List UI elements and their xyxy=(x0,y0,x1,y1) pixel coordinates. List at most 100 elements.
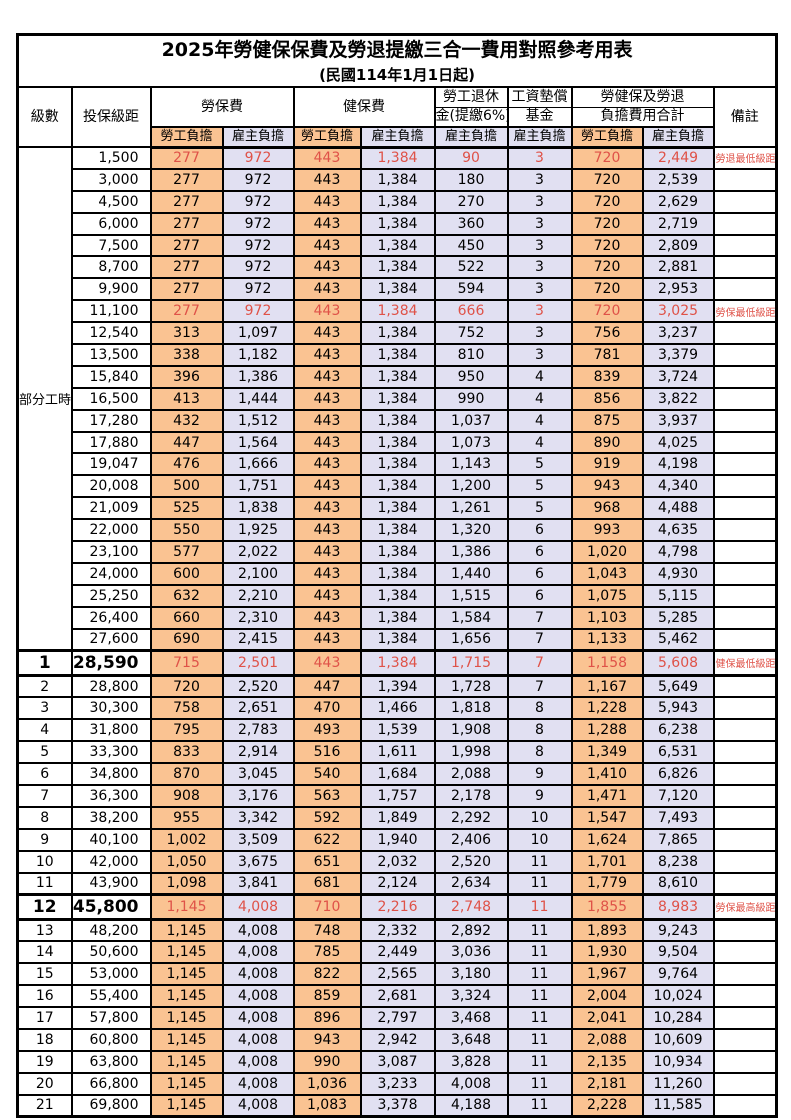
cell-value: 1,384 xyxy=(359,233,436,258)
cell-value: 1,384 xyxy=(359,321,436,346)
cell-value: 592 xyxy=(292,805,362,830)
cell-value: 972 xyxy=(221,255,295,280)
cell-value: 1,855 xyxy=(570,892,644,921)
cell-value: 1,145 xyxy=(149,984,224,1008)
cell-note xyxy=(712,871,778,896)
cell-value: 5 xyxy=(506,452,573,477)
cell-value: 3,468 xyxy=(433,1005,509,1030)
cell-value: 277 xyxy=(149,146,224,170)
cell-level: 8 xyxy=(16,805,73,830)
cell-value: 781 xyxy=(570,343,644,367)
cell-bracket: 45,800 xyxy=(70,892,152,921)
cell-value: 6,238 xyxy=(641,718,715,743)
cell-value: 1,384 xyxy=(359,605,436,630)
cell-value: 11 xyxy=(506,984,573,1008)
cell-value: 1,547 xyxy=(570,805,644,830)
cell-note xyxy=(712,167,778,192)
cell-bracket: 57,800 xyxy=(70,1005,152,1030)
col-header-total-line1: 勞健保及勞退 xyxy=(570,86,715,108)
cell-bracket: 66,800 xyxy=(70,1071,152,1096)
cell-value: 4 xyxy=(506,386,573,411)
cell-bracket: 26,400 xyxy=(70,605,152,630)
cell-value: 1,386 xyxy=(221,364,295,389)
cell-bracket: 21,009 xyxy=(70,496,152,521)
table-row: 5 33,300 833 2,914 516 1,611 1,998 8 1,349 6,531 xyxy=(16,740,778,765)
cell-note xyxy=(712,962,778,987)
cell-value: 2,681 xyxy=(359,984,436,1008)
cell-value: 1,145 xyxy=(149,940,224,965)
cell-bracket: 9,900 xyxy=(70,277,152,302)
cell-level: 18 xyxy=(16,1027,73,1052)
cell-bracket: 43,900 xyxy=(70,871,152,896)
table-row: 25,250 632 2,210 443 1,384 1,515 6 1,075 5,115 xyxy=(18,583,778,608)
cell-level: 11 xyxy=(16,871,73,896)
cell-value: 2,332 xyxy=(359,918,436,943)
cell-value: 1,930 xyxy=(570,940,644,965)
table-row: 9,900 277 972 443 1,384 594 3 720 2,953 xyxy=(18,277,778,302)
cell-value: 1,097 xyxy=(221,321,295,346)
cell-value: 11 xyxy=(506,962,573,987)
cell-value: 1,384 xyxy=(359,167,436,192)
header-row-3: 勞工負擔 雇主負擔 勞工負擔 雇主負擔 雇主負擔 雇主負擔 勞工負擔 雇主負擔 xyxy=(18,126,777,149)
cell-value: 748 xyxy=(292,918,362,943)
cell-bracket: 53,000 xyxy=(70,962,152,987)
cell-value: 1,083 xyxy=(292,1093,362,1118)
table-row: 17,880 447 1,564 443 1,384 1,073 4 890 4,025 xyxy=(18,430,778,455)
col-header-bracket: 投保級距 xyxy=(70,86,152,148)
cell-value: 2,004 xyxy=(570,984,644,1008)
cell-value: 1,167 xyxy=(570,674,644,699)
cell-note xyxy=(712,674,778,699)
cell-value: 2,100 xyxy=(221,561,295,586)
cell-value: 1,384 xyxy=(359,583,436,608)
cell-value: 6,531 xyxy=(641,740,715,765)
cell-value: 2,748 xyxy=(433,892,509,921)
cell-bracket: 55,400 xyxy=(70,984,152,1008)
cell-value: 1,967 xyxy=(570,962,644,987)
cell-bracket: 28,800 xyxy=(70,674,152,699)
cell-bracket: 4,500 xyxy=(70,189,152,214)
cell-bracket: 25,250 xyxy=(70,583,152,608)
table-row: 27,600 690 2,415 443 1,384 1,656 7 1,133 5,462 xyxy=(18,627,778,652)
cell-value: 1,158 xyxy=(570,648,644,677)
cell-level: 20 xyxy=(16,1071,73,1096)
cell-level: 21 xyxy=(16,1093,73,1118)
cell-value: 447 xyxy=(149,430,224,455)
cell-value: 9,764 xyxy=(641,962,715,987)
cell-value: 338 xyxy=(149,343,224,367)
cell-value: 2,942 xyxy=(359,1027,436,1052)
cell-value: 5,943 xyxy=(641,696,715,721)
cell-value: 1,384 xyxy=(359,386,436,411)
table-row: 21,009 525 1,838 443 1,384 1,261 5 968 4,488 xyxy=(18,496,778,521)
cell-value: 2,088 xyxy=(570,1027,644,1052)
cell-value: 1,539 xyxy=(359,718,436,743)
cell-value: 277 xyxy=(149,277,224,302)
cell-bracket: 38,200 xyxy=(70,805,152,830)
cell-value: 90 xyxy=(433,146,509,170)
cell-value: 7,493 xyxy=(641,805,715,830)
cell-value: 277 xyxy=(149,255,224,280)
cell-value: 3,025 xyxy=(641,299,715,324)
cell-level: 1 xyxy=(16,648,73,677)
cell-value: 1,145 xyxy=(149,1093,224,1118)
cell-value: 1,998 xyxy=(433,740,509,765)
cell-value: 839 xyxy=(570,364,644,389)
cell-value: 180 xyxy=(433,167,509,192)
cell-value: 752 xyxy=(433,321,509,346)
cell-value: 443 xyxy=(292,540,362,564)
cell-value: 822 xyxy=(292,962,362,987)
cell-value: 2,124 xyxy=(359,871,436,896)
cell-value: 2,449 xyxy=(641,146,715,170)
table-row: 12,540 313 1,097 443 1,384 752 3 756 3,237 xyxy=(18,321,778,346)
table-row: 16 55,400 1,145 4,008 859 2,681 3,324 11 2,004 10… xyxy=(16,984,778,1008)
cell-bracket: 27,600 xyxy=(70,627,152,652)
table-row: 19,047 476 1,666 443 1,384 1,143 5 919 4,198 xyxy=(18,452,778,477)
subheader-health-employer: 雇主負擔 xyxy=(359,126,436,149)
cell-value: 2,022 xyxy=(221,540,295,564)
cell-value: 4,798 xyxy=(641,540,715,564)
cell-note xyxy=(712,696,778,721)
table-row: 6,000 277 972 443 1,384 360 3 720 2,719 xyxy=(18,211,778,236)
cell-note xyxy=(712,233,778,258)
cell-value: 1,145 xyxy=(149,1071,224,1096)
cell-value: 1,261 xyxy=(433,496,509,521)
cell-bracket: 33,300 xyxy=(70,740,152,765)
